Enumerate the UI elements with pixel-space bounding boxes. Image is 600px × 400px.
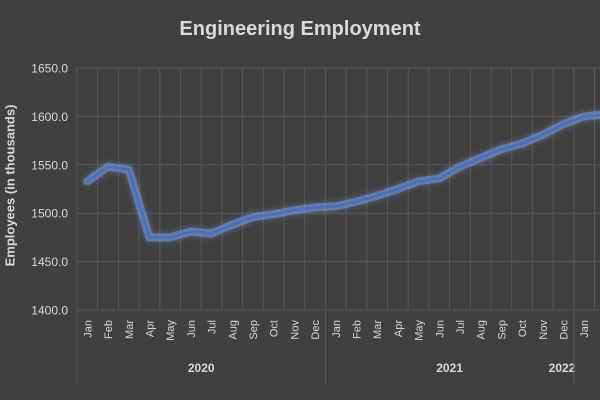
x-tick-label: Jul [455, 320, 467, 334]
data-point [230, 223, 234, 227]
x-tick-label: Mar [372, 320, 384, 339]
y-tick-label: 1650.0 [31, 62, 68, 76]
data-point [272, 212, 276, 216]
data-point [479, 156, 483, 160]
series-line [85, 113, 600, 239]
x-tick-label: Oct [517, 320, 529, 337]
data-point [375, 194, 379, 198]
data-point [499, 147, 503, 151]
y-tick-label: 1550.0 [31, 158, 68, 172]
x-tick-label: Jan [331, 320, 343, 338]
y-tick-label: 1400.0 [31, 304, 68, 318]
data-point [437, 176, 441, 180]
x-tick-label: Jun [186, 320, 198, 338]
data-point [520, 142, 524, 145]
data-point [106, 165, 110, 169]
x-tick-label: Jan [579, 320, 591, 338]
x-tick-label: Aug [476, 320, 488, 340]
data-point [541, 133, 545, 137]
data-point [147, 235, 151, 239]
data-point [562, 122, 565, 126]
y-tick-label: 1600.0 [31, 110, 68, 124]
x-tick-label: Feb [351, 320, 363, 339]
x-tick-label: Sep [496, 320, 508, 340]
data-point [396, 187, 400, 191]
x-tick-label: Jun [434, 320, 446, 338]
x-tick-label: Apr [144, 320, 156, 337]
x-tick-label: Dec [310, 320, 322, 340]
x-tick-label: Dec [558, 320, 570, 340]
x-tick-label: Oct [269, 320, 281, 337]
data-point [417, 179, 421, 183]
year-group-label: 2021 [436, 361, 463, 375]
data-point [189, 230, 193, 234]
x-tick-label: Apr [393, 320, 405, 337]
x-tick-label: Mar [124, 320, 136, 339]
x-tick-label: Sep [248, 320, 260, 340]
data-point [251, 215, 255, 219]
year-group-label: 2020 [188, 361, 215, 375]
chart-title: Engineering Employment [179, 18, 421, 40]
x-tick-label: May [165, 320, 177, 341]
x-tick-label: Jan [82, 320, 94, 338]
data-point [127, 168, 131, 172]
x-tick-label: May [414, 320, 426, 341]
x-tick-label: Feb [103, 320, 115, 339]
data-point [168, 235, 172, 239]
data-point [334, 204, 338, 208]
data-point [292, 208, 296, 212]
series-line-glow [83, 110, 600, 242]
data-point [354, 200, 358, 204]
data-point [458, 165, 462, 169]
data-point [85, 179, 89, 183]
y-tick-label: 1450.0 [31, 255, 68, 269]
x-tick-label: Jul [207, 320, 219, 334]
year-group-label: 2022 [549, 361, 576, 375]
data-point [582, 114, 586, 118]
x-tick-label: Aug [227, 320, 239, 340]
y-tick-label: 1500.0 [31, 207, 68, 221]
data-point [210, 232, 213, 235]
x-tick-label: Nov [538, 320, 550, 340]
data-point [313, 205, 317, 209]
x-tick-label: Nov [289, 320, 301, 340]
